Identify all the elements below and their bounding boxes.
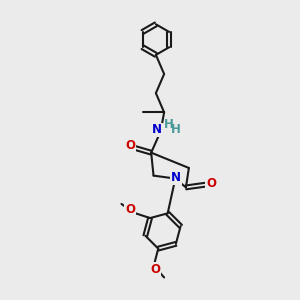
Text: O: O xyxy=(125,140,135,152)
Text: O: O xyxy=(206,177,216,190)
Text: H: H xyxy=(164,118,174,131)
Text: H: H xyxy=(171,124,181,136)
Text: O: O xyxy=(150,263,160,276)
Text: N: N xyxy=(152,124,162,136)
Text: O: O xyxy=(125,203,135,216)
Text: N: N xyxy=(171,172,181,184)
